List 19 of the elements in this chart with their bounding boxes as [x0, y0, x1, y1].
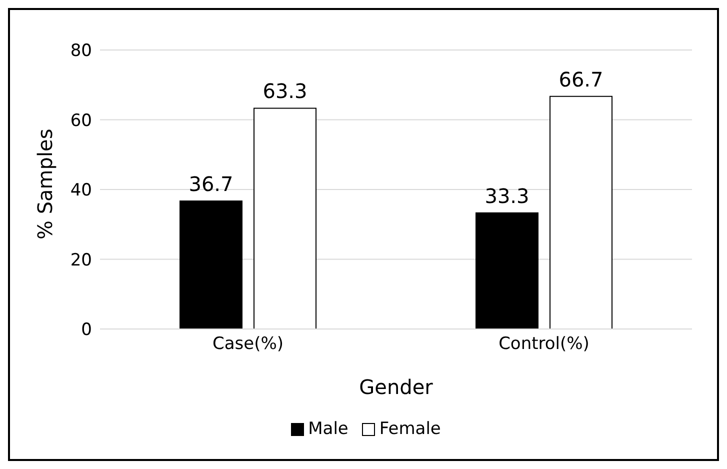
- data-label: 36.7: [188, 172, 234, 196]
- bar: [550, 96, 612, 329]
- bar: [254, 108, 316, 329]
- y-tick-label: 60: [70, 110, 92, 131]
- y-tick-label: 0: [81, 320, 92, 340]
- x-axis-title: Gender: [359, 375, 434, 399]
- y-tick-label: 20: [70, 250, 92, 270]
- bar: [476, 212, 538, 329]
- y-tick-label: 40: [70, 180, 92, 201]
- legend-label: Female: [378, 419, 441, 439]
- data-label: 63.3: [262, 79, 308, 104]
- data-label: 66.7: [558, 67, 604, 92]
- x-tick-label: Case(%): [212, 334, 284, 354]
- legend-label: Male: [307, 419, 348, 439]
- y-axis-title: % Samples: [33, 128, 58, 240]
- data-label: 33.3: [484, 184, 530, 208]
- y-tick-label: 80: [70, 41, 92, 62]
- x-tick-label: Control(%): [498, 334, 590, 354]
- bar: [180, 200, 242, 329]
